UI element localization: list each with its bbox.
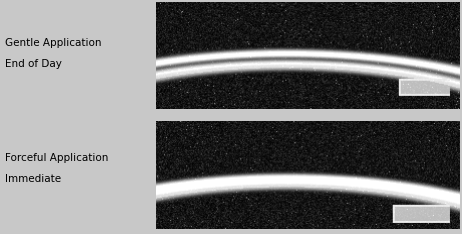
Text: Gentle Application: Gentle Application [5, 38, 101, 48]
Text: End of Day: End of Day [5, 59, 61, 69]
Text: Immediate: Immediate [5, 174, 61, 184]
Text: Forceful Application: Forceful Application [5, 153, 108, 163]
